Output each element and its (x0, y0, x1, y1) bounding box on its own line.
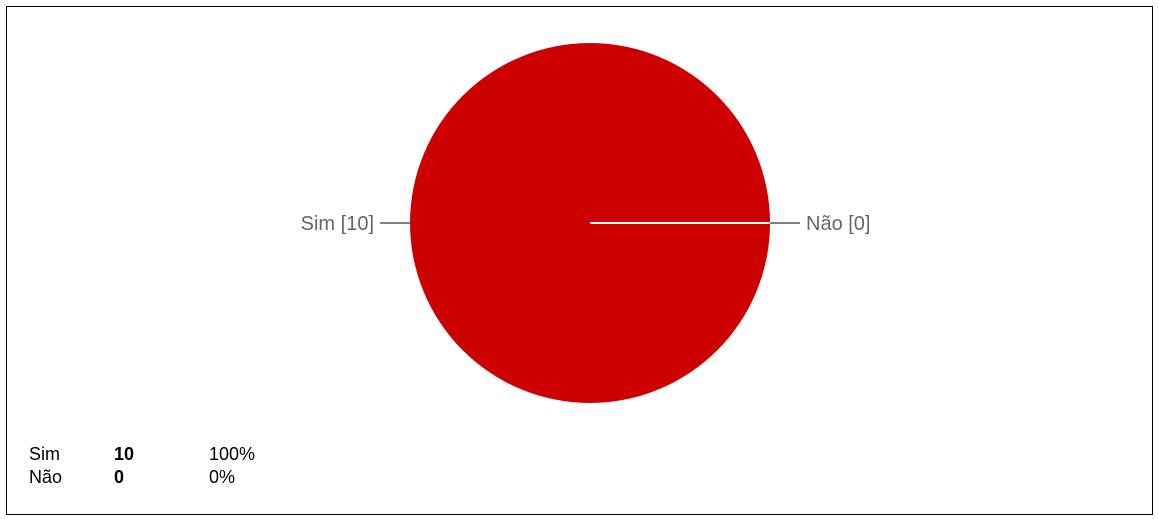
summary-percent: 0% (209, 467, 236, 487)
pie-chart: Sim [10] Não [0] (301, 43, 870, 403)
summary-count: 10 (114, 444, 135, 464)
summary-percent: 100% (209, 444, 256, 464)
slice-label: Não [0] (806, 213, 870, 235)
slice-label: Sim [10] (301, 213, 374, 235)
summary-label: Sim (29, 444, 60, 464)
summary-label: Não (29, 467, 63, 487)
summary-count: 0 (114, 467, 125, 487)
chart-frame: Sim [10] Não [0] Sim 10 100% Não 0 0% (6, 6, 1153, 515)
